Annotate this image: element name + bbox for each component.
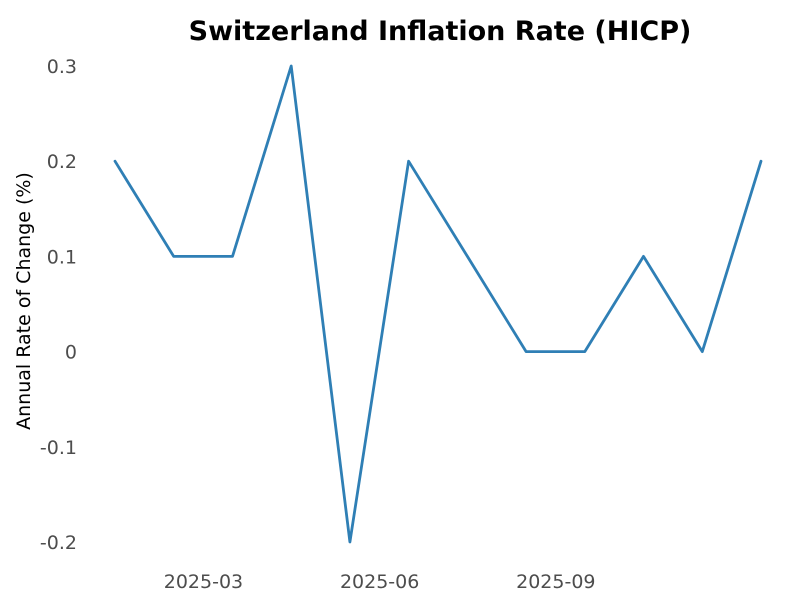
y-tick-label: 0.1 xyxy=(47,246,77,268)
x-tick-label: 2025-03 xyxy=(164,571,243,593)
chart-title: Switzerland Inflation Rate (HICP) xyxy=(189,16,692,47)
y-tick-label: -0.1 xyxy=(40,437,77,459)
y-axis-label: Annual Rate of Change (%) xyxy=(13,172,35,430)
y-axis-ticks: 0.3 0.2 0.1 0 -0.1 -0.2 xyxy=(40,56,77,554)
y-tick-label: 0.3 xyxy=(47,56,77,78)
y-tick-label: 0.2 xyxy=(47,151,77,173)
series-layer xyxy=(113,64,763,544)
y-tick-label: 0 xyxy=(65,342,77,364)
x-tick-label: 2025-09 xyxy=(516,571,595,593)
series-line-0 xyxy=(113,64,763,544)
x-axis-ticks: 2025-03 2025-06 2025-09 xyxy=(164,571,596,593)
y-tick-label: -0.2 xyxy=(40,532,77,554)
x-tick-label: 2025-06 xyxy=(340,571,419,593)
